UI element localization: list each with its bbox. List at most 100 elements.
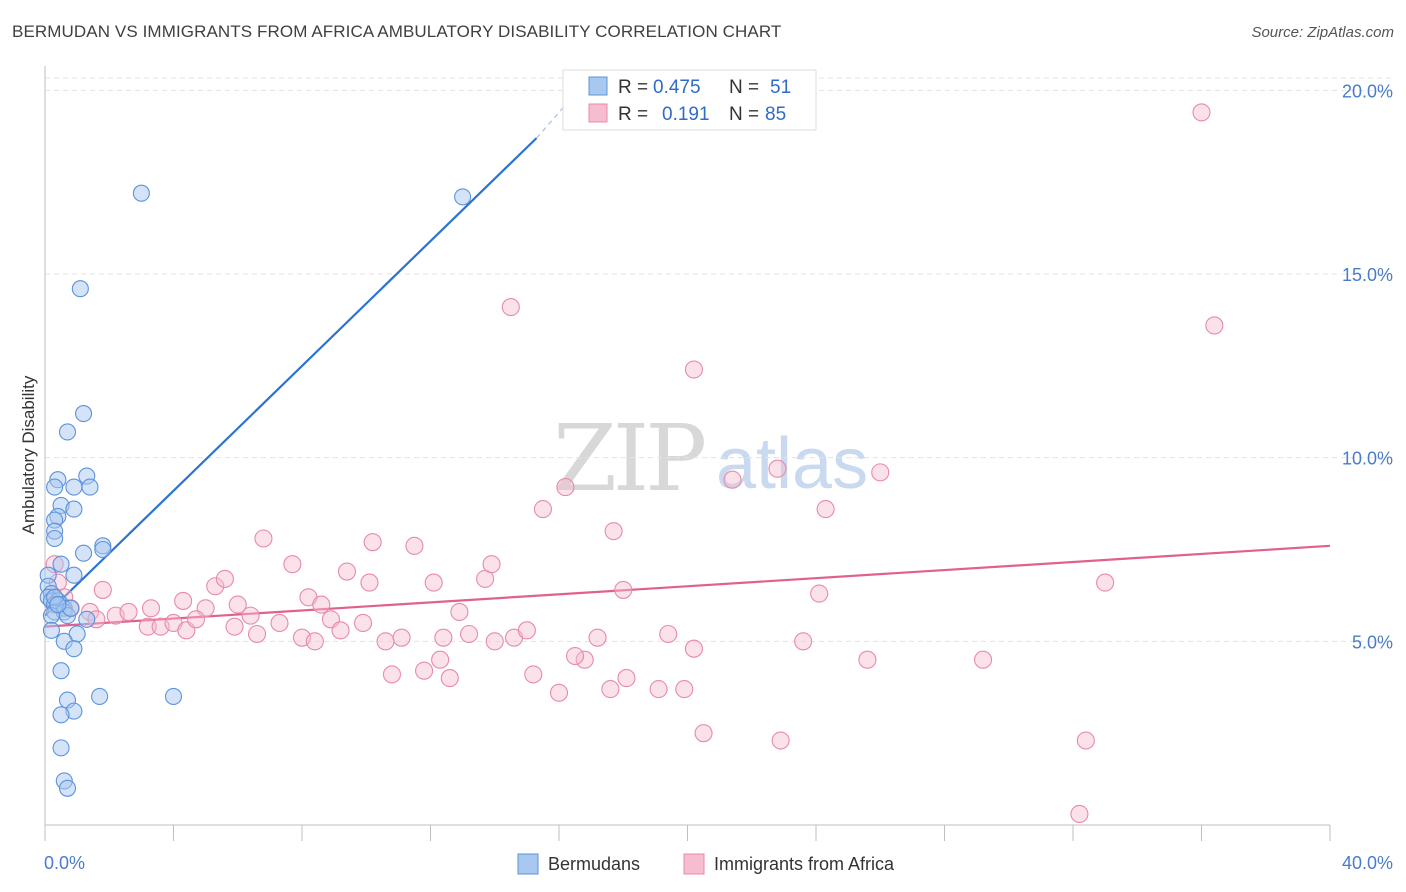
bermudans-point <box>75 544 93 562</box>
bermudans-point <box>58 423 77 441</box>
immigrants-point <box>871 463 890 482</box>
immigrants-point <box>353 613 373 633</box>
immigrants-point <box>723 470 742 489</box>
x-tick-label-min: 0.0% <box>44 853 85 873</box>
immigrants-point <box>501 298 520 317</box>
immigrants-point <box>485 632 504 651</box>
bermudans-trend-extension <box>535 104 566 139</box>
y-tick-label: 15.0% <box>1342 265 1393 285</box>
immigrants-point <box>566 646 585 666</box>
bermudans-point <box>454 188 472 206</box>
immigrants-point <box>225 617 244 636</box>
bermudans-point <box>164 687 183 705</box>
legend-r-value-bermudans: 0.475 <box>653 77 701 98</box>
immigrants-point <box>431 650 450 669</box>
legend-n-label-immigrants: N = <box>729 104 759 125</box>
immigrants-point <box>617 669 636 688</box>
bermudans-point <box>71 280 89 298</box>
immigrants-point <box>1205 316 1224 335</box>
immigrants-point <box>247 624 267 644</box>
immigrants-point <box>392 628 411 647</box>
bermudans-point <box>78 610 96 628</box>
x-tick-label-max: 40.0% <box>1342 853 1393 873</box>
immigrants-point <box>575 650 594 669</box>
series-legend: Bermudans Immigrants from Africa <box>517 853 895 875</box>
bermudans-point <box>65 566 83 584</box>
chart-title: BERMUDAN VS IMMIGRANTS FROM AFRICA AMBUL… <box>12 22 782 41</box>
stats-legend: R = 0.475 N = 51 R = 0.191 N = 85 <box>562 69 817 131</box>
legend-swatch-bermudans <box>588 76 608 96</box>
immigrants-point <box>549 683 569 702</box>
series-legend-swatch-immigrants <box>683 853 705 875</box>
bermudans-point <box>65 478 83 496</box>
immigrants-point <box>283 555 302 574</box>
immigrants-point <box>382 665 402 684</box>
grid-lines <box>45 77 1394 642</box>
immigrants-point <box>1192 103 1211 122</box>
immigrants-point <box>1070 804 1089 824</box>
immigrants-point <box>614 580 633 599</box>
bermudans-point <box>94 540 112 559</box>
legend-r-value-immigrants: 0.191 <box>662 104 710 125</box>
immigrants-point <box>360 573 379 592</box>
immigrants-point <box>973 650 993 669</box>
series-legend-swatch-bermudans <box>517 853 539 875</box>
immigrants-point <box>768 459 787 478</box>
immigrants-point <box>312 595 331 614</box>
immigrants-trend-line <box>44 544 1331 628</box>
immigrants-point <box>415 661 434 680</box>
immigrants-point <box>270 613 289 633</box>
immigrants-point <box>434 628 453 647</box>
immigrants-point <box>376 632 395 651</box>
immigrants-point <box>331 621 350 640</box>
immigrants-point <box>459 624 479 644</box>
immigrants-point <box>517 621 536 640</box>
bermudans-point <box>65 640 83 658</box>
legend-n-value-immigrants: 85 <box>765 104 786 125</box>
immigrants-point <box>1076 731 1095 750</box>
immigrants-point <box>675 680 694 699</box>
immigrants-point <box>424 573 443 592</box>
immigrants-point <box>215 569 234 588</box>
immigrants-point <box>810 584 829 603</box>
y-tick-label: 10.0% <box>1342 449 1393 469</box>
immigrants-point <box>174 591 193 610</box>
immigrants-point <box>241 606 260 625</box>
immigrants-point <box>533 500 552 519</box>
axes <box>44 66 1331 841</box>
immigrants-point <box>405 536 424 555</box>
immigrants-point <box>601 680 620 699</box>
immigrants-point <box>228 595 247 614</box>
immigrants-point <box>694 724 713 743</box>
immigrants-point <box>141 599 161 618</box>
immigrants-point <box>604 522 623 541</box>
bermudans-point <box>52 739 70 757</box>
legend-n-value-bermudans: 51 <box>770 77 791 98</box>
immigrants-point <box>684 639 703 658</box>
immigrants-point <box>588 628 607 647</box>
y-axis-title: Ambulatory Disability <box>19 375 38 534</box>
immigrants-point <box>794 632 813 651</box>
series-legend-label-immigrants: Immigrants from Africa <box>714 854 895 874</box>
bermudans-point <box>58 779 77 797</box>
bermudans-point <box>52 706 70 724</box>
immigrants-point <box>440 669 459 688</box>
legend-r-label-bermudans: R = <box>618 77 648 98</box>
immigrants-point <box>254 529 273 548</box>
immigrants-point <box>659 624 678 644</box>
immigrants-point <box>206 577 225 596</box>
bermudans-point <box>65 500 83 518</box>
bermudans-point <box>46 529 64 548</box>
bermudans-point <box>81 478 99 496</box>
watermark-zip: ZIP <box>553 405 704 512</box>
bermudans-point <box>46 478 64 496</box>
source-label: Source: ZipAtlas.com <box>1251 24 1394 41</box>
bermudans-trend-line <box>44 137 538 617</box>
series-legend-label-bermudans: Bermudans <box>548 854 640 874</box>
bermudans-point <box>42 621 60 639</box>
immigrants-point <box>1096 573 1115 592</box>
immigrants-point <box>858 650 877 669</box>
immigrants-point <box>337 562 357 581</box>
immigrants-point <box>482 555 501 574</box>
bermudans-point <box>132 184 150 202</box>
